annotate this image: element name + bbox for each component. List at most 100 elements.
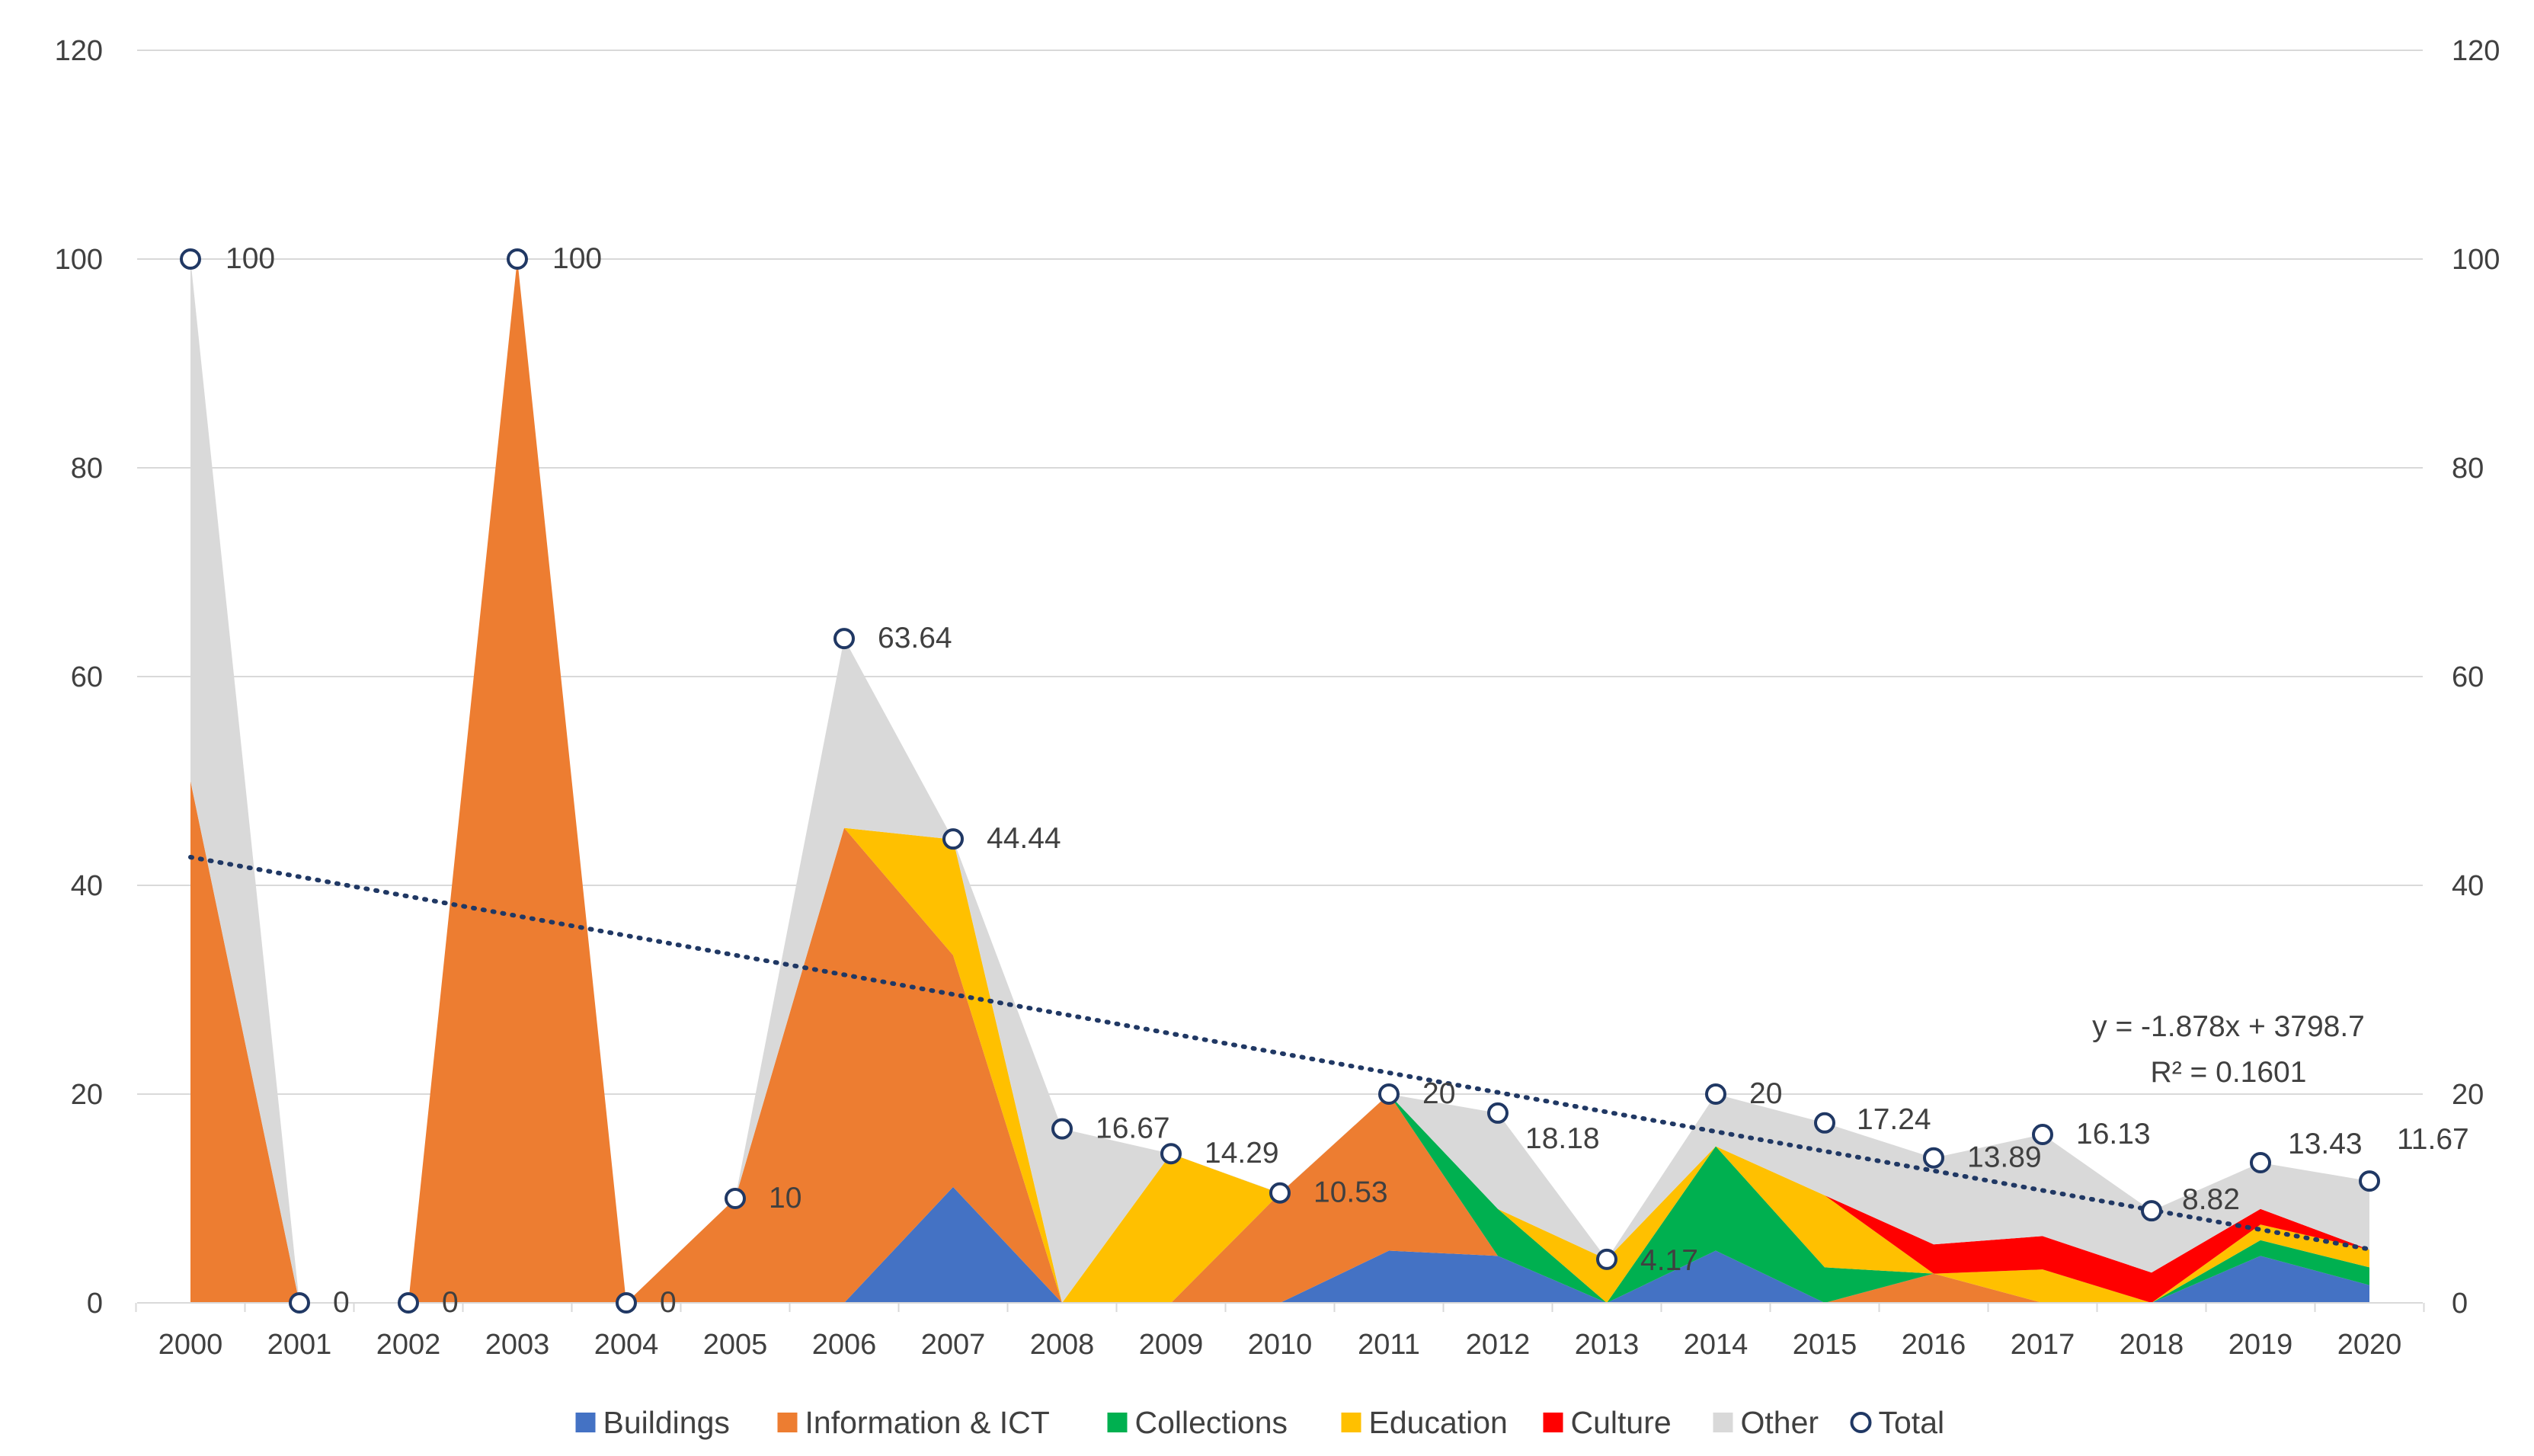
- total-data-label: 11.67: [2397, 1123, 2469, 1156]
- total-marker: [2141, 1200, 2162, 1222]
- x-tick-label: 2011: [1358, 1329, 1420, 1361]
- x-tick-label: 2020: [2337, 1329, 2402, 1361]
- y-tick-left: 100: [55, 244, 103, 276]
- x-tick-label: 2008: [1030, 1329, 1095, 1361]
- total-data-label: 8.82: [2182, 1183, 2240, 1216]
- y-tick-right: 0: [2452, 1288, 2468, 1320]
- x-tick-label: 2014: [1684, 1329, 1749, 1361]
- total-data-label: 16.67: [1096, 1112, 1170, 1145]
- x-tick-label: 2002: [376, 1329, 441, 1361]
- total-marker: [1487, 1102, 1509, 1124]
- total-marker: [1705, 1083, 1726, 1105]
- total-data-label: 0: [333, 1286, 350, 1319]
- total-data-label: 20: [1422, 1077, 1455, 1110]
- total-marker: [1269, 1182, 1291, 1204]
- total-data-label: 100: [552, 242, 602, 275]
- legend-label-buildings: Buildings: [603, 1405, 730, 1440]
- trendline: y = -1.878x + 3798.7 R² = 0.1601: [188, 855, 2372, 1252]
- y-tick-left: 40: [71, 870, 103, 902]
- legend-marker-total: [1850, 1412, 1872, 1433]
- legend-label-collections: Collections: [1135, 1405, 1288, 1440]
- total-marker: [1160, 1143, 1182, 1165]
- total-data-label: 100: [226, 242, 275, 275]
- total-data-label: 14.29: [1205, 1137, 1279, 1170]
- legend-swatch-education: [1341, 1413, 1361, 1432]
- total-marker: [180, 248, 201, 270]
- x-tick-label: 2000: [158, 1329, 223, 1361]
- total-marker: [725, 1188, 746, 1209]
- total-marker: [942, 828, 964, 850]
- total-data-label: 10: [769, 1182, 801, 1214]
- x-tick-label: 2018: [2120, 1329, 2184, 1361]
- total-data-label: 13.89: [1967, 1141, 2042, 1174]
- total-marker: [833, 628, 855, 650]
- x-tick-label: 2006: [812, 1329, 877, 1361]
- x-tick-label: 2005: [703, 1329, 768, 1361]
- y-tick-left: 120: [55, 35, 103, 67]
- total-marker: [1051, 1118, 1073, 1140]
- legend-label-education: Education: [1369, 1405, 1508, 1440]
- y-tick-right: 60: [2452, 661, 2484, 693]
- total-markers: [180, 248, 2380, 1314]
- legend-label-total: Total: [1879, 1405, 1945, 1440]
- total-data-label: 0: [660, 1286, 677, 1319]
- total-data-label: 16.13: [2076, 1118, 2151, 1150]
- trendline-r-squared: R² = 0.1601: [2151, 1056, 2307, 1089]
- stacked-areas: [190, 259, 2369, 1303]
- y-tick-left: 80: [71, 453, 103, 485]
- legend-label-other: Other: [1741, 1405, 1819, 1440]
- total-data-label: 63.64: [878, 622, 952, 654]
- total-marker: [507, 248, 528, 270]
- total-data-label: 44.44: [987, 822, 1061, 855]
- legend-swatch-other: [1713, 1413, 1733, 1432]
- total-marker: [398, 1292, 419, 1314]
- total-data-label: 10.53: [1313, 1176, 1388, 1209]
- total-data-label: 20: [1749, 1077, 1782, 1110]
- total-marker: [616, 1292, 637, 1314]
- y-tick-right: 100: [2452, 244, 2500, 276]
- total-marker: [2250, 1152, 2271, 1174]
- total-data-label: 0: [442, 1286, 459, 1319]
- legend-label-information-ict: Information & ICT: [805, 1405, 1050, 1440]
- legend-label-culture: Culture: [1571, 1405, 1672, 1440]
- x-tick-label: 2013: [1575, 1329, 1640, 1361]
- total-data-label: 18.18: [1525, 1122, 1600, 1155]
- trendline-equation: y = -1.878x + 3798.7: [2092, 1010, 2365, 1043]
- x-tick-label: 2019: [2228, 1329, 2293, 1361]
- legend-swatch-collections: [1107, 1413, 1128, 1432]
- y-tick-right: 120: [2452, 35, 2500, 67]
- y-tick-right: 20: [2452, 1079, 2484, 1111]
- x-tick-label: 2007: [921, 1329, 986, 1361]
- legend-swatch-culture: [1543, 1413, 1563, 1432]
- y-tick-right: 40: [2452, 870, 2484, 902]
- x-tick-label: 2017: [2011, 1329, 2075, 1361]
- data-labels: 100 0 0 100 0 10 63.64 44.44 16.67 14.29 10.53 20 18…: [226, 242, 2469, 1319]
- total-marker: [1378, 1083, 1400, 1105]
- legend: Buildings Information & ICT Collections Edu…: [575, 1405, 1945, 1440]
- x-tick-label: 2003: [485, 1329, 550, 1361]
- legend-swatch-information-ict: [777, 1413, 798, 1432]
- total-marker: [289, 1292, 310, 1314]
- total-data-label: 17.24: [1857, 1103, 1931, 1136]
- total-marker: [1596, 1248, 1617, 1270]
- total-marker: [2032, 1124, 2053, 1146]
- legend-swatch-buildings: [575, 1413, 596, 1432]
- x-tick-label: 2016: [1902, 1329, 1966, 1361]
- x-tick-label: 2010: [1248, 1329, 1313, 1361]
- y-tick-left: 0: [87, 1288, 103, 1320]
- total-data-label: 13.43: [2288, 1128, 2363, 1160]
- total-marker: [2359, 1170, 2380, 1192]
- x-tick-label: 2012: [1466, 1329, 1531, 1361]
- x-tick-label: 2004: [594, 1329, 659, 1361]
- total-marker: [1814, 1112, 1835, 1134]
- y-tick-left: 20: [71, 1079, 103, 1111]
- y-tick-left: 60: [71, 661, 103, 693]
- x-tick-label: 2001: [267, 1329, 332, 1361]
- x-tick-label: 2015: [1793, 1329, 1857, 1361]
- x-tick-label: 2009: [1139, 1329, 1204, 1361]
- total-data-label: 4.17: [1640, 1244, 1698, 1277]
- trendline-line: [188, 855, 2372, 1252]
- y-tick-right: 80: [2452, 453, 2484, 485]
